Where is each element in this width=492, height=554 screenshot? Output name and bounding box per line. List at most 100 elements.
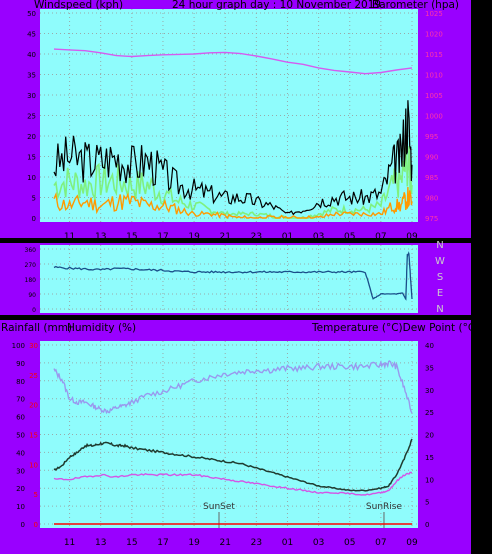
direction-line <box>53 251 413 301</box>
sun-label-0: SunSet <box>203 502 235 512</box>
temp-xtick-15: 15 <box>126 538 137 548</box>
hum-ytick-40: 40 <box>16 449 25 457</box>
temp-ytick-10: 10 <box>425 476 434 484</box>
temp-xtick-03: 03 <box>313 538 324 548</box>
baro-ytick-995: 995 <box>425 133 438 141</box>
temp-ytick-35: 35 <box>425 364 434 372</box>
dir-compass-2: S <box>437 272 443 283</box>
wind-xtick-17: 17 <box>157 232 168 242</box>
wind-xtick-07: 07 <box>375 232 386 242</box>
wind-low-line <box>53 186 413 220</box>
dew-point-line <box>53 471 413 496</box>
temp-xtick-23: 23 <box>251 538 262 548</box>
direction-plot-area <box>40 245 418 313</box>
dir-ytick-360: 360 <box>25 247 37 254</box>
rain-ytick-15: 15 <box>29 432 38 440</box>
hum-ytick-50: 50 <box>16 432 25 440</box>
hum-ytick-60: 60 <box>16 414 25 422</box>
baro-ytick-990: 990 <box>425 154 438 162</box>
rain-ytick-10: 10 <box>29 461 38 469</box>
hum-ytick-90: 90 <box>16 360 25 368</box>
wind-plot-area <box>40 9 418 222</box>
temp-xtick-01: 01 <box>282 538 293 548</box>
baro-ytick-1020: 1020 <box>425 31 443 39</box>
hum-ytick-30: 30 <box>16 467 25 475</box>
temp-ytick-15: 15 <box>425 454 434 462</box>
temp-xtick-13: 13 <box>95 538 106 548</box>
temp-ytick-40: 40 <box>425 342 434 350</box>
hum-ytick-20: 20 <box>16 485 25 493</box>
wind-ytick-45: 45 <box>27 31 36 39</box>
baro-ytick-1015: 1015 <box>425 51 443 59</box>
baro-ytick-975: 975 <box>425 215 438 223</box>
temp-ytick-30: 30 <box>425 387 434 395</box>
wind-xtick-21: 21 <box>219 232 230 242</box>
wind-xtick-13: 13 <box>95 232 106 242</box>
wind-ytick-30: 30 <box>27 92 36 100</box>
temp-xtick-21: 21 <box>219 538 230 548</box>
wind-ytick-0: 0 <box>32 215 36 223</box>
hum-ytick-70: 70 <box>16 396 25 404</box>
dir-ytick-0: 0 <box>32 307 36 314</box>
dir-ytick-270: 270 <box>25 262 37 269</box>
dir-compass-0: N <box>436 240 443 251</box>
wind-xtick-19: 19 <box>188 232 200 242</box>
separator-1 <box>0 238 471 243</box>
rain-ytick-0: 0 <box>34 521 38 529</box>
wind-ytick-10: 10 <box>27 174 36 182</box>
rain-ytick-25: 25 <box>29 372 38 380</box>
dir-ytick-180: 180 <box>25 277 37 284</box>
barometer-line <box>53 48 413 75</box>
dir-compass-1: W <box>435 256 445 267</box>
rain-ytick-5: 5 <box>34 491 38 499</box>
rain-ytick-30: 30 <box>29 342 38 350</box>
wind-xtick-05: 05 <box>344 232 355 242</box>
baro-ytick-980: 980 <box>425 195 438 203</box>
chart-title: 24 hour graph day : 10 November 2019 <box>172 0 381 11</box>
wind-ytick-25: 25 <box>27 113 36 121</box>
wind-ytick-40: 40 <box>27 51 36 59</box>
temp-ytick-5: 5 <box>425 499 429 507</box>
wind-axis-title: Windspeed (kph) <box>34 0 123 11</box>
temp-xtick-05: 05 <box>344 538 355 548</box>
temperature-line <box>53 438 413 492</box>
temp-xtick-17: 17 <box>157 538 168 548</box>
wind-ytick-50: 50 <box>27 10 36 18</box>
humidity-line <box>53 360 413 415</box>
dir-compass-3: E <box>437 288 443 299</box>
rainfall-axis-title: Rainfall (mm) <box>1 322 72 334</box>
sun-label-1: SunRise <box>366 502 403 512</box>
wind-xtick-03: 03 <box>313 232 324 242</box>
hum-ytick-10: 10 <box>16 503 25 511</box>
rain-ytick-20: 20 <box>29 402 38 410</box>
separator-2 <box>0 315 471 320</box>
baro-ytick-985: 985 <box>425 174 438 182</box>
wind-ytick-20: 20 <box>27 133 36 141</box>
wind-gust-line <box>53 100 413 216</box>
baro-ytick-1005: 1005 <box>425 92 443 100</box>
temp-xtick-19: 19 <box>188 538 200 548</box>
dir-ytick-90: 90 <box>28 292 36 299</box>
wind-xtick-23: 23 <box>251 232 262 242</box>
wind-xtick-09: 09 <box>406 232 418 242</box>
temp-ytick-20: 20 <box>425 432 434 440</box>
temp-plot-area <box>40 341 418 528</box>
temp-axis-title: Temperature (°C)Dew Point (°C) <box>311 322 479 334</box>
baro-ytick-1000: 1000 <box>425 113 443 121</box>
temp-xtick-11: 11 <box>64 538 75 548</box>
wind-ytick-5: 5 <box>32 195 36 203</box>
wind-xtick-01: 01 <box>282 232 293 242</box>
humidity-axis-title: Humidity (%) <box>67 322 136 334</box>
barometer-axis-title: Barometer (hpa) <box>372 0 459 11</box>
baro-ytick-1010: 1010 <box>425 72 443 80</box>
hum-ytick-0: 0 <box>21 521 25 529</box>
temp-ytick-25: 25 <box>425 409 434 417</box>
temp-xtick-09: 09 <box>406 538 418 548</box>
hum-ytick-100: 100 <box>12 342 25 350</box>
wind-xtick-11: 11 <box>64 232 75 242</box>
temp-xtick-07: 07 <box>375 538 386 548</box>
baro-ytick-1025: 1025 <box>425 10 443 18</box>
temp-ytick-0: 0 <box>425 521 429 529</box>
wind-ytick-15: 15 <box>27 154 36 162</box>
